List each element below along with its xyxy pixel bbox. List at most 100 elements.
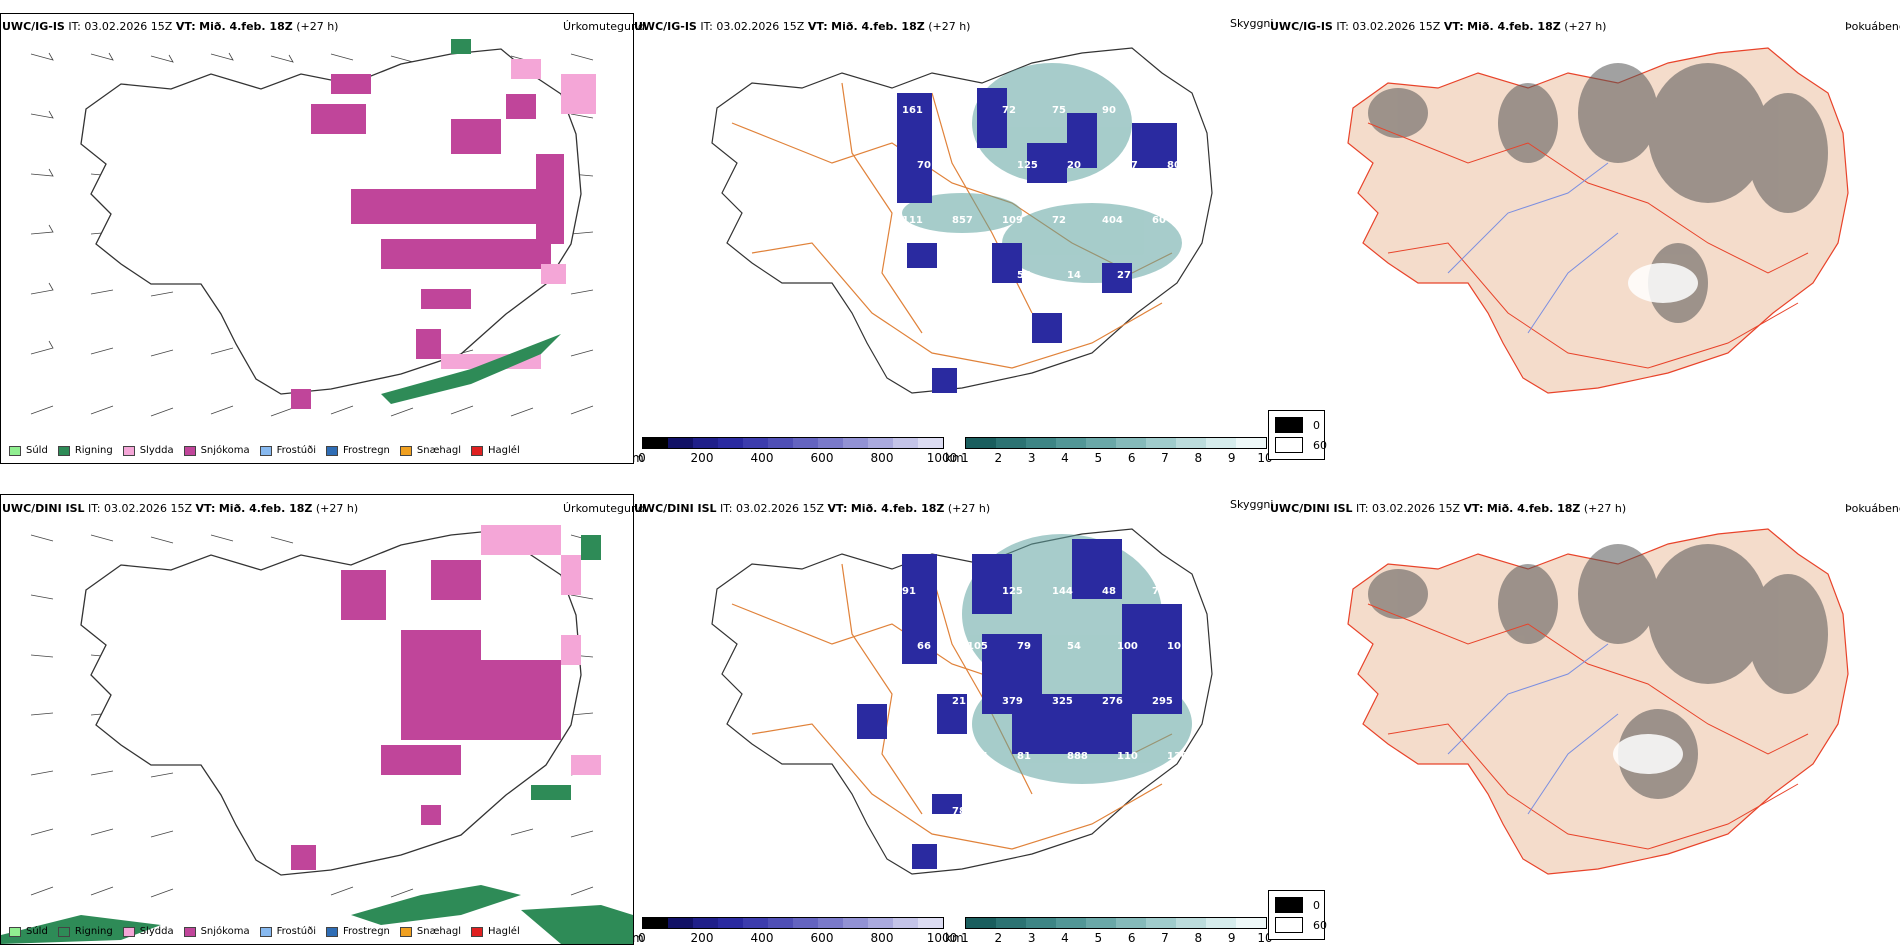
colorbar-segment xyxy=(1176,438,1206,448)
colorbar-segment xyxy=(743,918,768,928)
visibility-value: 19 xyxy=(1167,270,1181,281)
visibility-value: 295 xyxy=(1152,696,1173,707)
var-label-vis-bottom: Skyggni xyxy=(1230,498,1274,511)
elevation-gradient xyxy=(642,437,944,449)
visibility-value: 91 xyxy=(902,586,916,597)
visibility-value: 184 xyxy=(967,751,988,762)
visibility-value: 109 xyxy=(1002,215,1023,226)
elevation-unit: m xyxy=(632,931,644,945)
fog-shading xyxy=(1368,63,1828,323)
colorbar-segment xyxy=(1146,918,1176,928)
colorbar-segment xyxy=(643,438,668,448)
colorbar-segment xyxy=(1116,918,1146,928)
visibility-value: 56 xyxy=(1017,270,1031,281)
legend-swatch xyxy=(9,445,21,456)
colorbar-tick-label: 9 xyxy=(1227,451,1236,465)
colorbar-tick-label: 600 xyxy=(810,451,834,465)
precip-legend: Súld Rigning Slydda Snjókoma Frostúði Frostre… xyxy=(9,926,530,937)
precip-legend: Súld Rigning Slydda Snjókoma Frostúði Frostre… xyxy=(9,445,530,456)
colorbar-segment xyxy=(996,918,1026,928)
precip-legend-item: Snjókoma xyxy=(183,445,250,456)
precip-legend-item: Súld xyxy=(9,926,48,937)
colorbar-segment xyxy=(793,438,818,448)
visibility-value: 86 xyxy=(1152,105,1166,116)
colorbar-segment xyxy=(693,438,718,448)
visibility-value: 888 xyxy=(1067,751,1088,762)
visibility-value: 54 xyxy=(1067,641,1081,652)
colorbar-tick-label: 7 xyxy=(1161,931,1169,945)
visibility-value: 592 xyxy=(917,270,938,281)
visibility-value: 161 xyxy=(902,105,923,116)
colorbar-segment xyxy=(996,438,1026,448)
fog-panel-top xyxy=(1268,13,1900,463)
legend-swatch xyxy=(57,445,70,456)
legend-swatch xyxy=(259,445,272,456)
cloudbase-colorbar-top: km 1 2 3 4 5 6 7 8 9 10 xyxy=(945,437,1273,467)
title-row1-precip: UWC/IG-IS IT: 03.02.2026 15Z VT: Mið. 4.… xyxy=(2,20,339,33)
title-row2-precip: UWC/DINI ISL IT: 03.02.2026 15Z VT: Mið.… xyxy=(2,502,359,515)
visibility-value: 69 xyxy=(952,105,966,116)
precip-legend-item: Slydda xyxy=(122,926,174,937)
visibility-value: 404 xyxy=(1102,215,1123,226)
legend-label: Frostregn xyxy=(343,926,390,937)
colorbar-tick-label: 0 xyxy=(638,451,646,465)
colorbar-segment xyxy=(893,438,918,448)
cloudbase-colorbar-bottom: km 1 2 3 4 5 6 7 8 9 10 xyxy=(945,917,1273,947)
colorbar-segment xyxy=(1086,918,1116,928)
precip-legend-item: Rigning xyxy=(57,445,113,456)
colorbar-segment xyxy=(1176,918,1206,928)
precip-legend-item: Snjókoma xyxy=(183,926,250,937)
colorbar-tick-label: 7 xyxy=(1161,451,1169,465)
precip-legend-item: Frostregn xyxy=(326,926,390,937)
legend-label: Haglél xyxy=(488,445,520,456)
colorbar-tick-label: 4 xyxy=(1061,451,1069,465)
visibility-value: 857 xyxy=(952,215,973,226)
colorbar-segment xyxy=(1116,438,1146,448)
fog-legend-value: 60 xyxy=(1313,918,1327,932)
colorbar-tick-label: 9 xyxy=(1227,931,1236,945)
fog-rivers xyxy=(1447,162,1619,334)
colorbar-segment xyxy=(966,918,996,928)
cloudbase-gradient xyxy=(965,917,1267,929)
visibility-value: 211 xyxy=(952,696,973,707)
fog-legend-value: 0 xyxy=(1313,898,1320,912)
title-row2-fog: UWC/DINI ISL IT: 03.02.2026 15Z VT: Mið.… xyxy=(1270,502,1627,515)
precip-legend-item: Snæhagl xyxy=(399,926,461,937)
visibility-value: 78 xyxy=(952,806,966,817)
fog-legend-swatch xyxy=(1275,897,1303,913)
precip-type-panel-bottom: Súld Rigning Slydda Snjókoma Frostúði Frostre… xyxy=(0,494,634,945)
precip-legend-item: Frostúði xyxy=(259,445,316,456)
legend-label: Súld xyxy=(26,445,48,456)
precip-legend-item: Haglél xyxy=(471,926,520,937)
visibility-value: 144 xyxy=(1052,586,1073,597)
fog-legend-row: 60 xyxy=(1275,437,1327,453)
colorbar-segment xyxy=(966,438,996,448)
legend-swatch xyxy=(122,926,135,937)
elevation-unit: m xyxy=(632,451,644,465)
fog-legend-row: 0 xyxy=(1275,417,1320,433)
colorbar-segment xyxy=(718,918,743,928)
legend-swatch xyxy=(326,445,338,456)
colorbar-tick-label: 6 xyxy=(1127,451,1136,465)
colorbar-segment xyxy=(868,438,893,448)
legend-swatch xyxy=(9,926,21,937)
colorbar-tick-label: 0 xyxy=(638,931,646,945)
visibility-value: 100 xyxy=(1117,641,1138,652)
visibility-value-labels: 91 85 125 144 48 71 66 105 79 54 100 101 284 211 379 32… xyxy=(902,586,1188,817)
visibility-value: 85 xyxy=(952,586,966,597)
colorbar-segment xyxy=(918,918,943,928)
visibility-value: 80 xyxy=(1167,160,1181,171)
colorbar-segment xyxy=(1026,918,1056,928)
colorbar-tick-label: 2 xyxy=(994,931,1003,945)
fog-roads xyxy=(1367,122,1809,369)
colorbar-tick-label: 1000 xyxy=(926,451,958,465)
visibility-value: 130 xyxy=(1167,751,1188,762)
elevation-colorbar-bottom: m 0 200 400 600 800 1000 xyxy=(632,917,957,947)
colorbar-segment xyxy=(1146,438,1176,448)
cloudbase-gradient xyxy=(965,437,1267,449)
legend-label: Frostúði xyxy=(276,445,316,456)
colorbar-tick-label: 8 xyxy=(1194,451,1203,465)
legend-swatch xyxy=(259,926,272,937)
visibility-value: 75 xyxy=(1052,105,1066,116)
colorbar-tick-label: 800 xyxy=(870,931,894,945)
